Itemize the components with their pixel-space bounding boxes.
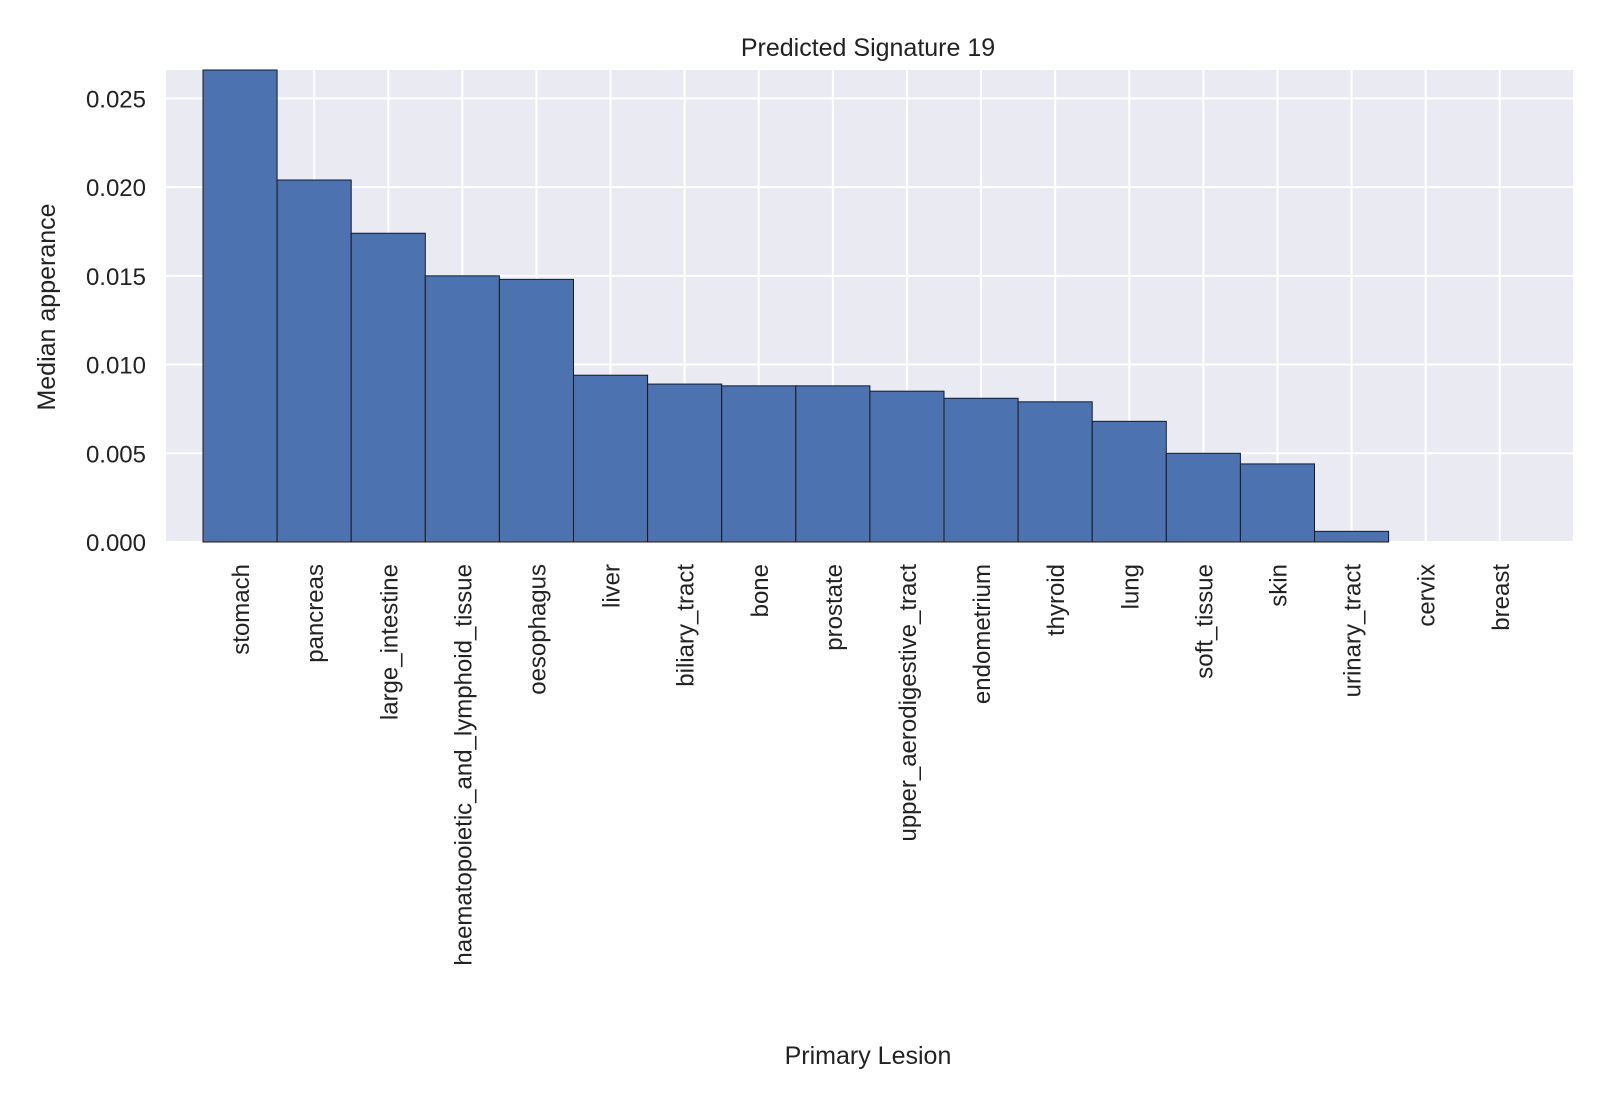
x-tick-labels: stomach pancreas large_intestine haematopoi… — [228, 564, 1515, 966]
bar-liver — [573, 374, 649, 543]
x-tick-label: liver — [599, 564, 626, 608]
bar-stomach — [202, 69, 278, 543]
x-tick-label: soft_tissue — [1191, 564, 1218, 679]
bar-bone — [721, 385, 797, 543]
y-tick-label: 0.005 — [86, 441, 146, 468]
chart-title: Predicted Signature 19 — [741, 34, 995, 62]
x-tick-label: lung — [1117, 564, 1144, 609]
x-tick-label: breast — [1488, 564, 1515, 631]
x-tick-label: biliary_tract — [673, 564, 700, 687]
x-tick-label: cervix — [1414, 564, 1441, 627]
bar-biliary_tract — [647, 383, 723, 543]
x-tick-label: urinary_tract — [1340, 564, 1367, 698]
y-tick-label: 0.025 — [86, 86, 146, 113]
x-tick-label: stomach — [228, 564, 255, 655]
x-tick-label: haematopoietic_and_lymphoid_tissue — [450, 564, 477, 966]
bar-pancreas — [276, 179, 352, 543]
bar-endometrium — [943, 397, 1019, 543]
bar-urinary_tract — [1314, 530, 1390, 543]
x-tick-label: thyroid — [1043, 564, 1070, 636]
bar-skin — [1239, 463, 1316, 543]
bar-large_intestine — [350, 232, 426, 543]
x-tick-label: large_intestine — [376, 564, 403, 720]
x-axis-label: Primary Lesion — [785, 1042, 952, 1070]
y-axis-label: Median apperance — [33, 203, 61, 410]
x-tick-label: upper_aerodigestive_tract — [895, 564, 922, 842]
bar-prostate — [795, 385, 871, 543]
y-tick-labels: 0.000 0.005 0.010 0.015 0.020 0.025 — [86, 86, 146, 557]
bar-oesophagus — [498, 278, 574, 543]
bar-soft_tissue — [1165, 452, 1241, 543]
x-tick-label: bone — [747, 564, 774, 617]
x-tick-label: skin — [1265, 564, 1292, 607]
x-tick-label: endometrium — [969, 564, 996, 704]
bars — [202, 69, 1390, 543]
bar-haematopoietic_and_lymphoid_tissue — [424, 275, 500, 543]
y-tick-label: 0.015 — [86, 264, 146, 291]
y-tick-label: 0.020 — [86, 175, 146, 202]
x-tick-label: oesophagus — [524, 564, 551, 695]
y-tick-label: 0.010 — [86, 353, 146, 380]
y-tick-label: 0.000 — [86, 530, 146, 557]
bar-thyroid — [1017, 401, 1093, 543]
bar-lung — [1091, 420, 1167, 543]
x-tick-label: pancreas — [302, 564, 329, 663]
x-tick-label: prostate — [821, 564, 848, 651]
bar-upper_aerodigestive_tract — [869, 390, 945, 543]
